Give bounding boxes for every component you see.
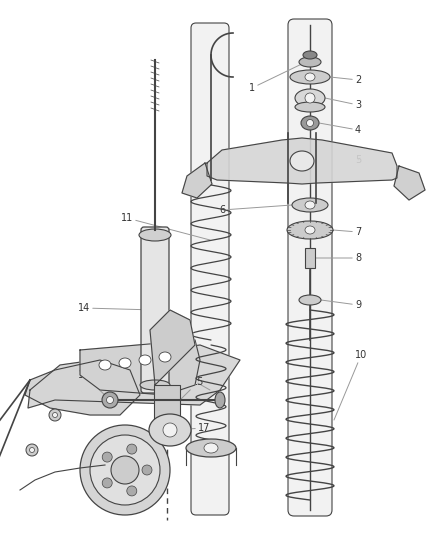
- Ellipse shape: [186, 439, 236, 457]
- Text: 14: 14: [78, 303, 155, 313]
- Circle shape: [102, 452, 112, 462]
- Ellipse shape: [99, 360, 111, 370]
- Text: 15: 15: [180, 377, 205, 400]
- Text: 13: 13: [194, 443, 211, 455]
- Bar: [154, 385, 180, 420]
- Ellipse shape: [26, 444, 38, 456]
- Ellipse shape: [299, 295, 321, 305]
- Text: 2: 2: [330, 75, 361, 85]
- Ellipse shape: [29, 448, 35, 453]
- Text: 10: 10: [334, 350, 367, 420]
- Ellipse shape: [53, 413, 57, 417]
- Ellipse shape: [301, 116, 319, 130]
- Circle shape: [127, 486, 137, 496]
- Text: 5: 5: [355, 155, 361, 165]
- Ellipse shape: [119, 358, 131, 368]
- Polygon shape: [28, 345, 240, 408]
- Text: 6: 6: [219, 205, 292, 215]
- Polygon shape: [394, 166, 425, 200]
- Polygon shape: [207, 138, 397, 184]
- Ellipse shape: [305, 226, 315, 234]
- FancyBboxPatch shape: [141, 227, 169, 393]
- Polygon shape: [182, 163, 212, 198]
- Ellipse shape: [215, 392, 225, 408]
- Ellipse shape: [49, 409, 61, 421]
- Ellipse shape: [139, 229, 171, 241]
- Circle shape: [111, 456, 139, 484]
- Ellipse shape: [159, 352, 171, 362]
- Ellipse shape: [106, 397, 113, 403]
- Text: 9: 9: [321, 300, 361, 310]
- Text: 12: 12: [183, 373, 210, 390]
- Text: 1: 1: [249, 60, 310, 93]
- FancyBboxPatch shape: [191, 23, 229, 515]
- Text: 17: 17: [170, 423, 210, 433]
- Circle shape: [127, 444, 137, 454]
- Ellipse shape: [290, 151, 314, 171]
- Text: 7: 7: [333, 227, 361, 237]
- Text: 8: 8: [315, 253, 361, 263]
- Ellipse shape: [295, 89, 325, 107]
- Bar: [305, 248, 315, 268]
- Ellipse shape: [102, 392, 118, 408]
- Text: 11: 11: [121, 213, 210, 240]
- Ellipse shape: [305, 73, 315, 81]
- Circle shape: [80, 425, 170, 515]
- Ellipse shape: [287, 221, 333, 239]
- FancyBboxPatch shape: [288, 19, 332, 516]
- Circle shape: [142, 465, 152, 475]
- Ellipse shape: [163, 423, 177, 437]
- Text: 3: 3: [325, 98, 361, 110]
- Ellipse shape: [290, 70, 330, 84]
- Ellipse shape: [303, 51, 317, 59]
- Ellipse shape: [292, 198, 328, 212]
- Text: 16: 16: [78, 370, 110, 400]
- Ellipse shape: [140, 380, 170, 390]
- Ellipse shape: [299, 57, 321, 67]
- Circle shape: [90, 435, 160, 505]
- Ellipse shape: [295, 102, 325, 112]
- Ellipse shape: [204, 443, 218, 453]
- Ellipse shape: [305, 201, 315, 209]
- Ellipse shape: [307, 119, 314, 126]
- Text: 4: 4: [319, 123, 361, 135]
- Ellipse shape: [305, 93, 315, 103]
- Polygon shape: [80, 340, 200, 395]
- Ellipse shape: [139, 355, 151, 365]
- Circle shape: [102, 478, 112, 488]
- Ellipse shape: [149, 414, 191, 446]
- Polygon shape: [150, 310, 195, 385]
- Polygon shape: [25, 360, 140, 415]
